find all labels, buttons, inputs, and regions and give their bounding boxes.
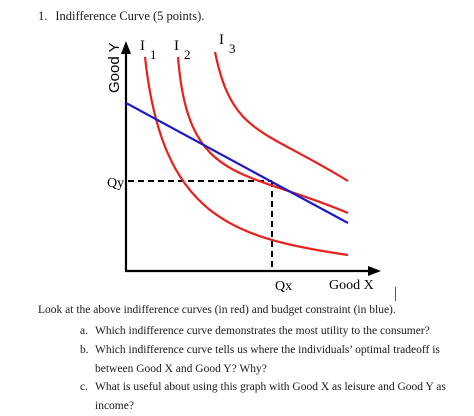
- question-text: Which indifference curve demonstrates th…: [95, 325, 430, 337]
- question-heading: 1. Indifference Curve (5 points).: [38, 9, 204, 24]
- x-axis-arrow: [368, 266, 381, 276]
- question-title: Indifference Curve (5 points).: [55, 9, 205, 23]
- question-text: Which indifference curve tells us where …: [95, 344, 440, 375]
- indifference-curve-graph: I1 I2 I3 Good Y Good X Qx Qy: [106, 32, 381, 294]
- question-item-a: a. Which indifference curve demonstrates…: [80, 322, 460, 341]
- qx-tick-label: Qx: [275, 279, 292, 294]
- instructions-text: Look at the above indifference curves (i…: [38, 304, 396, 316]
- budget-constraint-line: [125, 102, 349, 224]
- curve-label-i2: I2: [174, 38, 191, 62]
- indifference-curve-3: [213, 51, 349, 182]
- question-number: 1.: [38, 9, 48, 23]
- question-item-b: b. Which indifference curve tells us whe…: [80, 341, 460, 379]
- indifference-curve-1: [143, 56, 349, 257]
- text-cursor: [395, 287, 396, 301]
- question-text: What is useful about using this graph wi…: [95, 381, 446, 412]
- curve-label-i3: I3: [219, 32, 236, 56]
- y-axis-label: Good Y: [106, 42, 123, 93]
- question-letter: c.: [80, 381, 88, 393]
- x-axis-label: Good X: [329, 278, 374, 293]
- question-letter: b.: [80, 344, 89, 356]
- y-axis-arrow: [121, 41, 131, 54]
- question-letter: a.: [80, 325, 88, 337]
- indifference-curve-2: [176, 56, 349, 215]
- qy-tick-label: Qy: [107, 176, 124, 191]
- curve-label-i1: I1: [140, 38, 157, 62]
- question-item-c: c. What is useful about using this graph…: [80, 378, 460, 416]
